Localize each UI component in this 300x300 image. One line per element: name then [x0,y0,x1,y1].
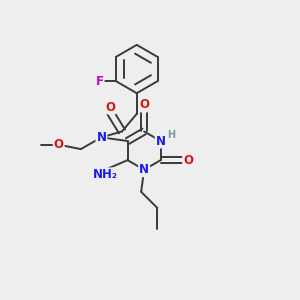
Text: O: O [105,100,115,113]
Text: F: F [96,75,104,88]
Text: N: N [139,163,149,176]
Text: O: O [183,154,193,167]
Text: N: N [96,131,106,144]
Text: O: O [54,138,64,151]
Text: NH₂: NH₂ [93,168,118,182]
Text: O: O [139,98,149,111]
Text: N: N [156,134,166,148]
Text: H: H [167,130,175,140]
